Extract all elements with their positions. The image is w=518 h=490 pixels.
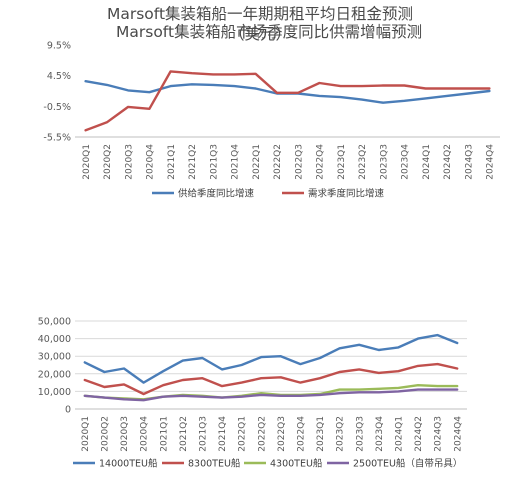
x-tick-label: 2022Q3 xyxy=(277,416,287,452)
x-tick-label: 2020Q4 xyxy=(140,416,150,452)
y-tick-label: 40,000 xyxy=(38,334,71,345)
series-line-2 xyxy=(84,70,491,132)
x-tick-label: 2020Q1 xyxy=(81,416,91,452)
x-tick-label: 2022Q1 xyxy=(238,416,248,452)
chart2-title: Marsoft集装箱船一年期期租平均日租金预测（美元） xyxy=(106,5,414,43)
y-tick-label: 30,000 xyxy=(38,352,71,363)
y-tick-label: -5.5% xyxy=(43,133,71,144)
y-tick-label: 0 xyxy=(65,405,71,416)
x-tick-label: 2024Q2 xyxy=(443,144,453,180)
series-line-4 xyxy=(83,388,459,402)
x-tick-label: 2020Q1 xyxy=(82,144,92,180)
y-tick-label: 10,000 xyxy=(38,387,71,398)
charter-rate-chart: 50,000 40,000 30,000 20,000 10,000 0 2020Q1 202… xyxy=(38,317,467,470)
x-tick-label: 2023Q3 xyxy=(355,416,365,452)
x-tick-label: 2021Q3 xyxy=(209,144,219,180)
y-tick-label: -0.5% xyxy=(43,102,71,113)
x-tick-label: 2022Q2 xyxy=(257,416,267,452)
y-tick-label: 4.5% xyxy=(47,71,71,82)
x-tick-label: 2022Q2 xyxy=(273,144,283,180)
x-tick-label: 2021Q4 xyxy=(231,144,241,180)
x-tick-label: 2020Q2 xyxy=(103,144,113,180)
x-tick-label: 2021Q1 xyxy=(167,144,177,180)
x-tick-label: 2020Q2 xyxy=(101,416,111,452)
x-tick-label: 2022Q1 xyxy=(252,144,262,180)
legend-label: 4300TEU船 xyxy=(270,458,323,470)
x-tick-label: 2024Q3 xyxy=(464,144,474,180)
x-tick-label: 2021Q2 xyxy=(179,416,189,452)
x-tick-label: 2023Q4 xyxy=(375,416,385,452)
x-tick-label: 2021Q4 xyxy=(218,416,228,452)
legend-label: 需求季度同比增速 xyxy=(308,188,385,200)
legend-label: 14000TEU船 xyxy=(99,458,158,470)
x-tick-label: 2022Q4 xyxy=(297,416,307,452)
x-tick-label: 2023Q2 xyxy=(336,416,346,452)
y-tick-label: 20,000 xyxy=(38,369,71,380)
legend-label: 供给季度同比增速 xyxy=(178,188,255,200)
y-tick-label: 9.5% xyxy=(47,41,71,52)
supply-demand-chart: 9.5% 4.5% -0.5% -5.5% 2020Q1 2020Q2 2020Q3 2020… xyxy=(43,41,500,200)
legend-label: 2500TEU船（自带吊具） xyxy=(353,458,462,470)
y-tick-label: 50,000 xyxy=(38,317,71,328)
x-tick-label: 2024Q3 xyxy=(434,416,444,452)
series-line-2 xyxy=(83,362,459,396)
x-tick-label: 2024Q4 xyxy=(453,416,463,452)
series-line-1 xyxy=(83,333,459,384)
x-tick-label: 2024Q2 xyxy=(414,416,424,452)
x-tick-label: 2024Q1 xyxy=(395,416,405,452)
x-tick-label: 2022Q3 xyxy=(294,144,304,180)
x-tick-label: 2020Q4 xyxy=(146,144,156,180)
x-tick-label: 2021Q2 xyxy=(188,144,198,180)
legend-label: 8300TEU船 xyxy=(188,458,241,470)
x-tick-label: 2021Q3 xyxy=(199,416,209,452)
x-tick-label: 2023Q3 xyxy=(379,144,389,180)
x-tick-label: 2022Q4 xyxy=(316,144,326,180)
x-tick-label: 2021Q1 xyxy=(159,416,169,452)
x-tick-label: 2023Q4 xyxy=(401,144,411,180)
x-tick-label: 2024Q1 xyxy=(422,144,432,180)
chart1-title: Marsoft集装箱船市场季度同比供需增幅预测 xyxy=(116,23,423,41)
x-tick-label: 2023Q2 xyxy=(358,144,368,180)
x-tick-label: 2020Q3 xyxy=(120,416,130,452)
x-tick-label: 2023Q1 xyxy=(316,416,326,452)
x-tick-label: 2020Q3 xyxy=(124,144,134,180)
x-tick-label: 2024Q4 xyxy=(486,144,496,180)
x-tick-label: 2023Q1 xyxy=(337,144,347,180)
